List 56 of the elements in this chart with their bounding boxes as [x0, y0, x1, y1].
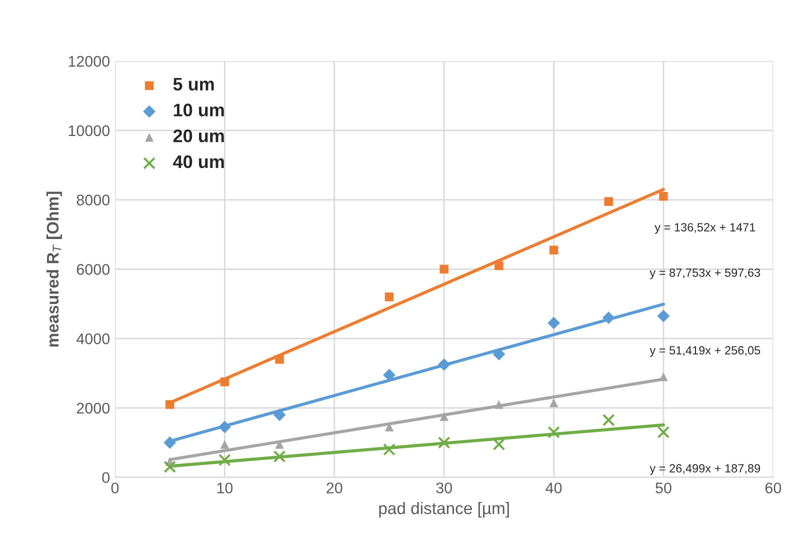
point — [548, 316, 560, 330]
legend-label: 10 um — [174, 104, 224, 116]
y-axis-title: measured R$_{T}$ [Ohm] — [46, 192, 62, 347]
point — [165, 400, 174, 409]
x-tick-label: 50 — [656, 482, 672, 494]
y-tick-label: 6000 — [76, 264, 110, 275]
point — [440, 264, 448, 274]
annotation: y = 136,52x + 1471 — [654, 223, 756, 234]
point — [220, 378, 230, 386]
annotation: y = 87,753x + 597,63 — [650, 268, 760, 280]
x-tick-label: 10 — [217, 482, 233, 494]
point — [548, 426, 560, 438]
point — [602, 312, 615, 324]
point — [602, 414, 615, 426]
point — [218, 420, 231, 434]
point — [494, 261, 504, 270]
x-tick-label: 30 — [436, 482, 452, 494]
point — [549, 398, 558, 408]
point — [273, 450, 286, 463]
x-tick-label: 60 — [765, 482, 782, 494]
y-tick-label: 2000 — [76, 402, 110, 414]
point — [275, 440, 284, 449]
point — [604, 197, 614, 206]
x-tick-label: 40 — [546, 482, 562, 494]
point — [220, 440, 230, 449]
x-axis-title: pad distance [µm] — [379, 502, 509, 518]
point — [659, 372, 668, 382]
legend-label: 40 um — [173, 155, 224, 168]
annotation: y = 26,499x + 187,89 — [650, 464, 760, 475]
point — [494, 400, 504, 409]
x-tick-label: 20 — [326, 482, 342, 494]
point — [164, 460, 176, 474]
point — [275, 354, 284, 364]
y-tick-label: 0 — [102, 472, 110, 483]
point — [438, 358, 450, 371]
point — [218, 454, 231, 466]
point — [440, 412, 448, 421]
legend-label: 20 um — [173, 129, 224, 142]
point — [659, 192, 668, 201]
point — [383, 443, 396, 456]
y-tick-label: 10000 — [68, 125, 110, 136]
point — [657, 310, 670, 322]
point — [164, 436, 176, 449]
point — [549, 246, 558, 254]
point — [438, 436, 450, 449]
y-tick-label: 4000 — [76, 333, 110, 344]
y-tick-label: 12000 — [68, 56, 110, 67]
legend-label: 5 um — [173, 78, 214, 91]
point — [492, 438, 506, 451]
y-tick-label: 8000 — [76, 194, 110, 206]
x-tick-label: 0 — [111, 482, 119, 494]
point — [492, 348, 506, 360]
annotation: y = 51,419x + 256,05 — [650, 346, 760, 357]
point — [384, 292, 394, 302]
point — [273, 408, 286, 422]
point — [657, 426, 670, 438]
